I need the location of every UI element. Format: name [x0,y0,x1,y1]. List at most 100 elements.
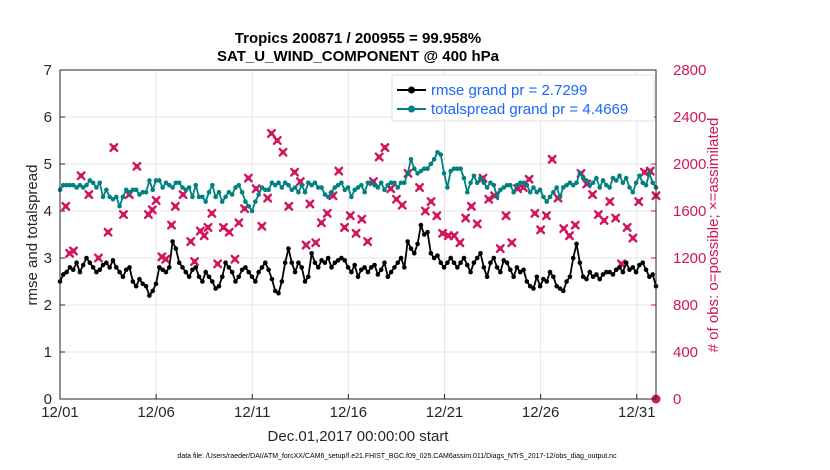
rmse-point [219,274,225,280]
rmse-point [216,283,222,289]
rmse-point [421,232,427,237]
totalspread-point [170,185,175,190]
legend-rmse-marker [408,86,415,94]
totalspread-point [61,182,66,188]
rmse-point [504,260,510,266]
totalspread-point [113,194,119,200]
totalspread-point [143,189,149,195]
rmse-point [378,267,384,273]
totalspread-point [110,196,116,202]
data-file-footer: data file: /Users/raeder/DAI/ATM_forcXX/… [177,453,617,460]
y-left-tick-label: 2 [44,297,52,314]
totalspread-point [587,182,593,188]
totalspread-point [325,194,331,200]
rmse-point [296,260,301,266]
totalspread-point [306,180,311,186]
totalspread-point [239,189,245,195]
rmse-point [610,272,616,277]
totalspread-point [309,182,314,188]
obs-assimilated-fill [78,173,84,179]
rmse-point [325,255,331,261]
y-axis-left-label: rmse and totalspread [24,165,41,306]
totalspread-point [133,187,139,193]
rmse-point [633,269,639,275]
obs-assimilated-fill [394,196,399,202]
rmse-point [640,260,646,266]
y-right-tick-label: 0 [673,391,681,408]
y-right-tick-label: 2400 [673,109,706,126]
totalspread-point [276,180,281,186]
totalspread-point [590,180,596,186]
rmse-point [647,274,652,280]
rmse-point [133,283,139,289]
obs-assimilated-fill [457,240,463,246]
rmse-point [355,274,361,280]
obs-assimilated-fill [342,225,347,230]
obs-assimilated-fill [618,261,624,267]
totalspread-point [67,182,73,188]
x-axis-label: Dec.01,2017 00:00:00 start [268,428,450,445]
totalspread-point [574,180,579,186]
totalspread-point [570,182,576,188]
rmse-point [77,269,83,275]
totalspread-point [339,180,344,186]
rmse-point [557,286,563,291]
rmse-point [262,260,268,266]
obs-assimilated-fill [359,216,365,222]
rmse-point [153,281,159,287]
y-left-tick-label: 7 [44,62,52,79]
obs-assimilated-fill [353,230,359,236]
totalspread-point [554,185,559,190]
obs-assimilated-fill [492,193,497,199]
totalspread-point [150,187,156,193]
totalspread-point [402,180,407,186]
totalspread-point [229,192,235,197]
rmse-point [322,260,328,266]
totalspread-point [458,166,463,171]
totalspread-point [617,173,622,179]
totalspread-point [484,185,490,190]
rmse-point [286,246,291,251]
obs-assimilated-fill [86,192,92,197]
rmse-series [57,222,659,298]
obs-assimilated-fill [624,225,630,230]
rmse-point [501,258,506,263]
obs-assimilated-fill [486,196,492,202]
rmse-point [329,265,334,270]
obs-assimilated-fill [242,206,247,212]
rmse-point [620,269,626,275]
totalspread-point [292,185,298,190]
obs-assimilated-fill [630,235,636,241]
totalspread-point [607,185,612,190]
rmse-point [498,269,503,275]
y-right-tick-label: 2800 [673,62,706,79]
totalspread-point [74,185,79,190]
rmse-point [365,269,371,275]
totalspread-point [262,187,268,193]
totalspread-point [600,178,606,183]
legend-totalspread-label: totalspread grand pr = 4.4669 [431,101,628,118]
rmse-point [451,260,457,266]
rmse-point [74,260,79,266]
totalspread-point [438,152,444,157]
rmse-point [269,276,275,282]
totalspread-point [190,194,195,200]
obs-assimilated-fill [205,225,211,230]
rmse-point [524,279,530,284]
rmse-point [425,229,430,235]
obs-assimilated-fill [209,210,215,216]
rmse-point [474,255,480,261]
totalspread-point [77,182,83,188]
rmse-point [362,265,367,270]
rmse-point [226,265,232,270]
y-left-tick-label: 3 [44,250,52,267]
totalspread-point [415,171,420,176]
totalspread-point [527,189,533,195]
totalspread-point [577,171,583,176]
obs-assimilated-fill [647,168,653,174]
y-axis-left-ticks: 0 1 2 3 4 5 6 7 [44,62,65,408]
rmse-point [67,265,73,270]
totalspread-point [289,187,295,193]
rmse-point [428,251,434,256]
rmse-point [345,265,351,270]
